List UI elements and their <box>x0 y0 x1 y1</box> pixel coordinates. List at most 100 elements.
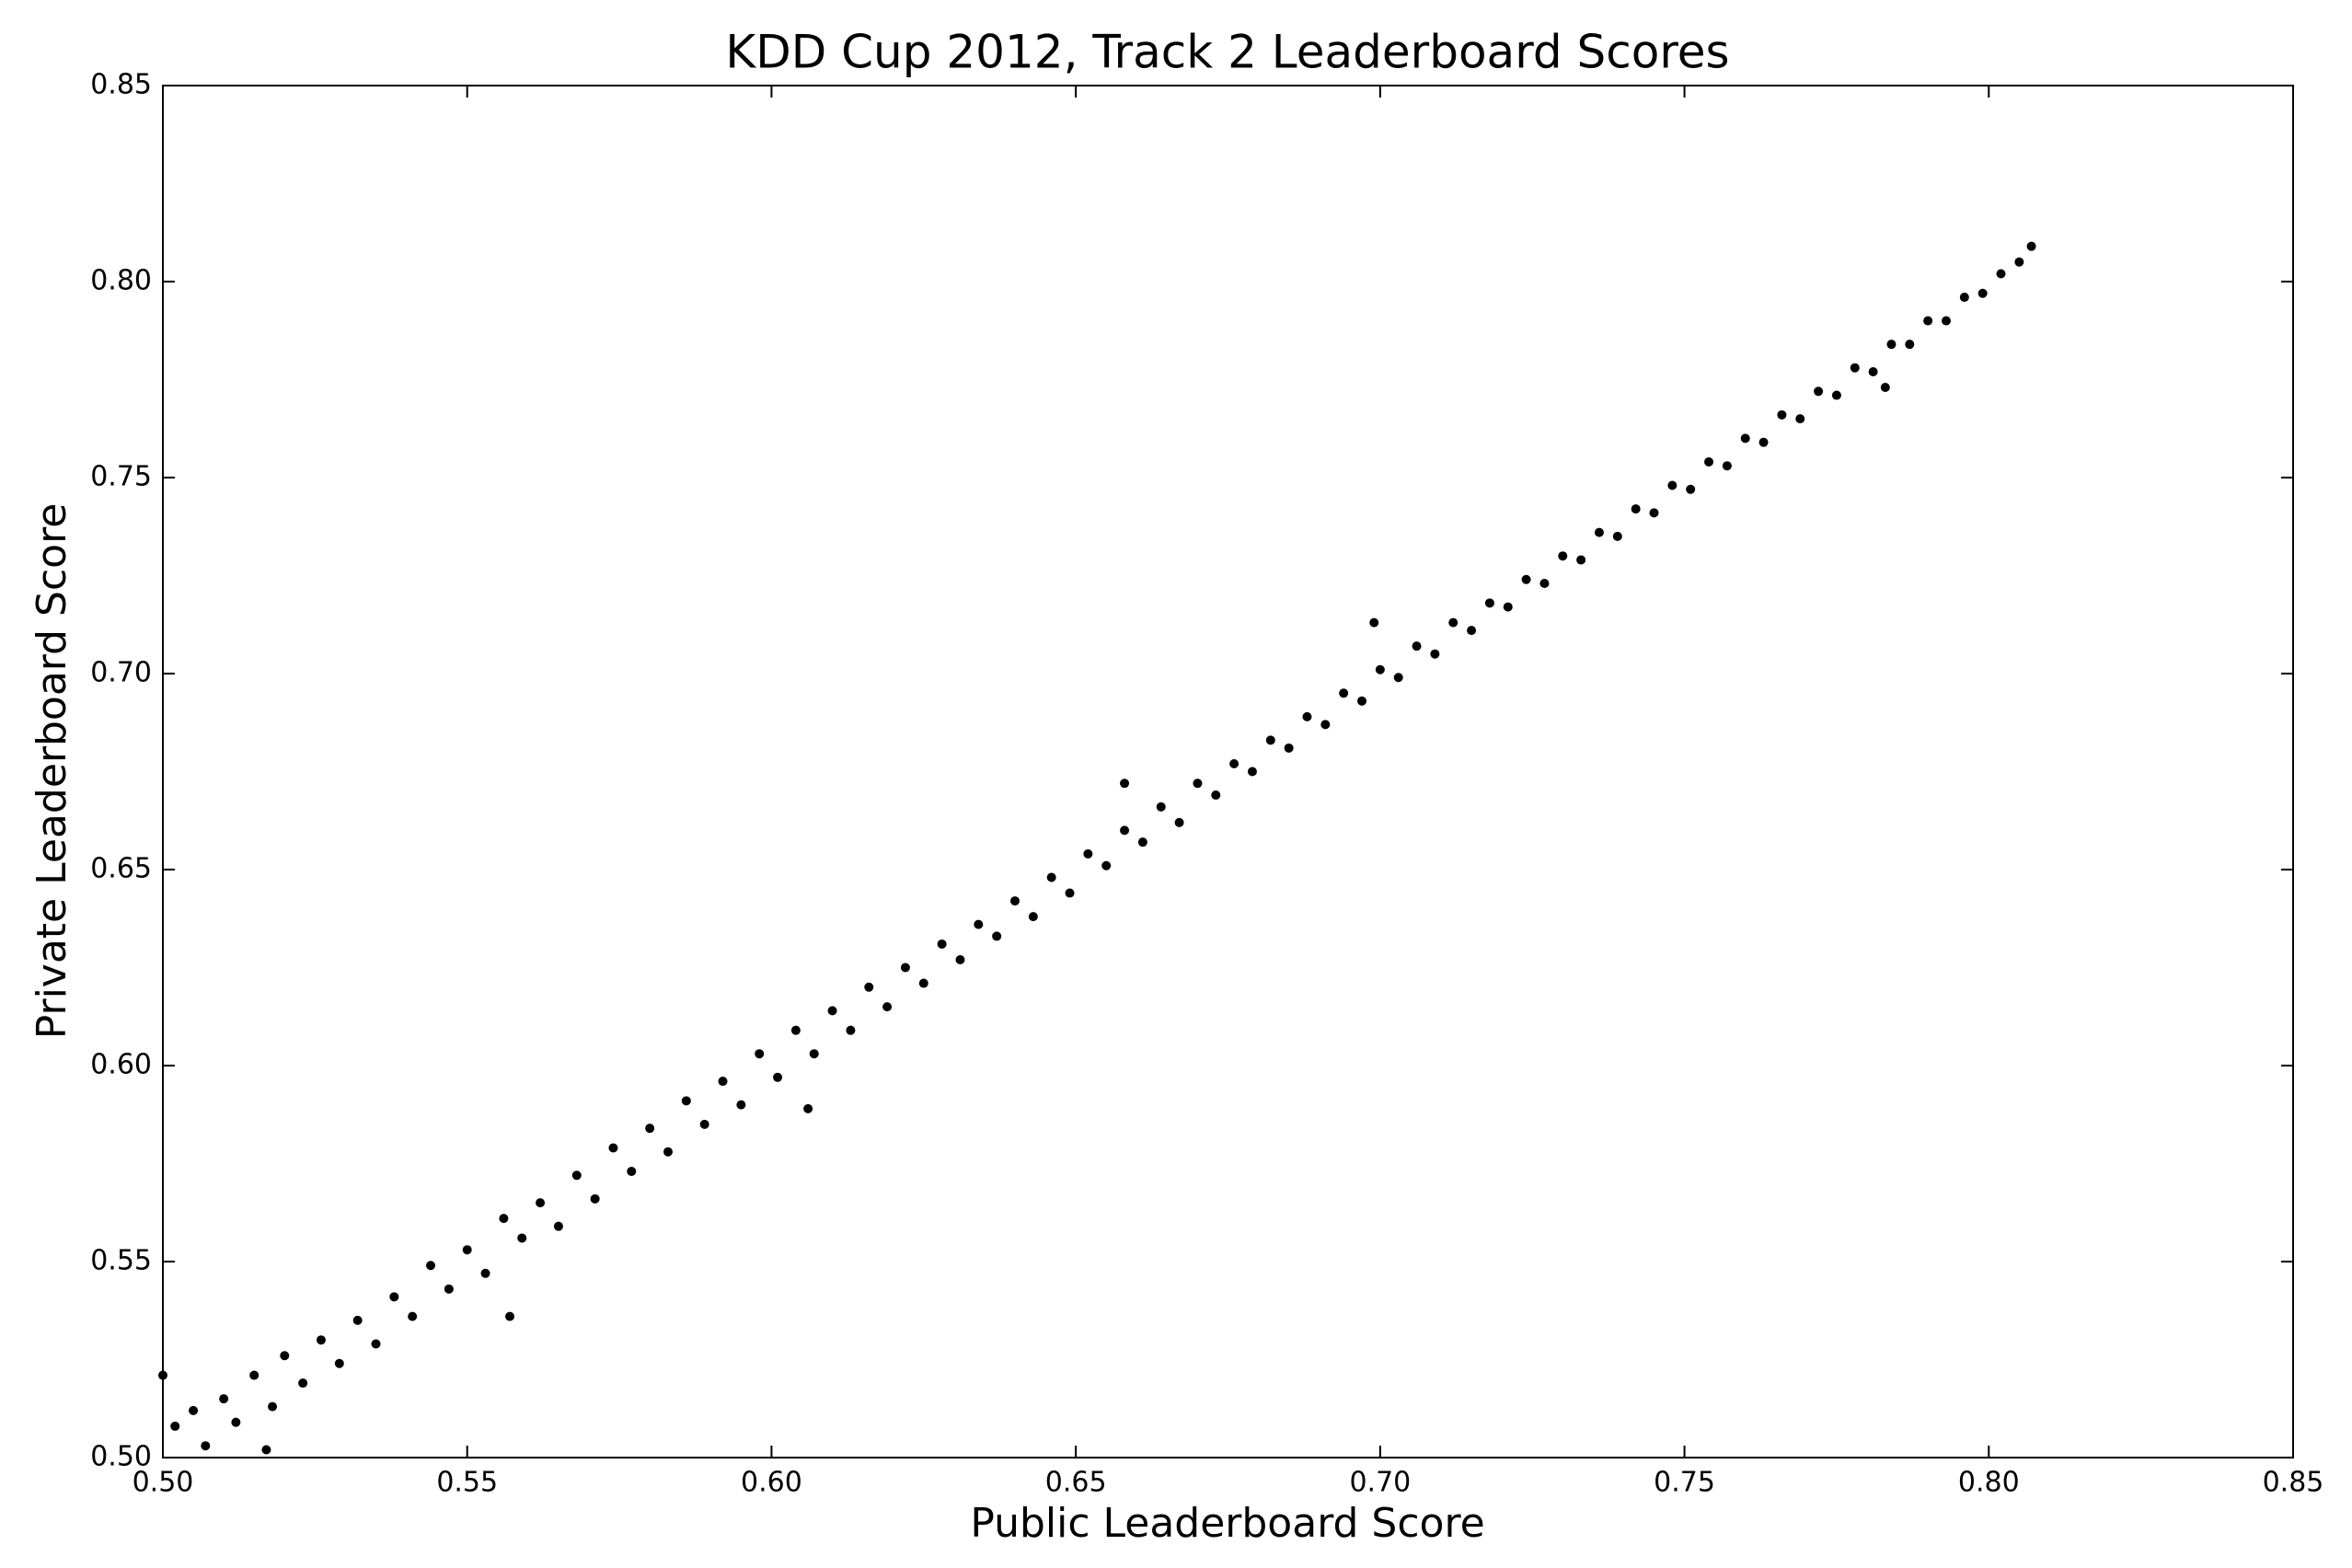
chart-title: KDD Cup 2012, Track 2 Leaderboard Scores <box>725 26 1729 79</box>
scatter-point <box>1795 414 1805 424</box>
scatter-point <box>1704 456 1714 467</box>
x-tick-label: 0.70 <box>1349 1467 1411 1499</box>
x-axis-label: Public Leaderboard Score <box>970 1500 1484 1547</box>
scatter-point <box>352 1315 363 1325</box>
scatter-point <box>201 1441 211 1451</box>
scatter-point <box>773 1072 783 1082</box>
scatter-point <box>1357 696 1367 706</box>
scatter-point <box>627 1167 637 1177</box>
scatter-point <box>1101 860 1112 870</box>
scatter-point <box>1831 390 1841 400</box>
scatter-point <box>571 1170 582 1181</box>
scatter-point <box>268 1401 278 1412</box>
scatter-point <box>1046 872 1056 882</box>
scatter-point <box>1649 508 1659 518</box>
x-tick-label: 0.75 <box>1654 1467 1715 1499</box>
scatter-point <box>1814 386 1824 397</box>
y-tick-label: 0.85 <box>90 69 152 101</box>
scatter-point <box>231 1417 241 1427</box>
scatter-point <box>645 1124 655 1134</box>
scatter-point <box>1174 817 1184 827</box>
scatter-point <box>298 1378 308 1389</box>
scatter-point <box>882 1002 893 1012</box>
scatter-point <box>974 919 984 929</box>
scatter-point <box>1503 602 1513 612</box>
y-tick-label: 0.60 <box>90 1049 152 1081</box>
y-tick-label: 0.80 <box>90 265 152 297</box>
scatter-point <box>371 1339 381 1349</box>
scatter-point <box>1977 288 1988 298</box>
scatter-point <box>1612 531 1622 541</box>
scatter-point <box>1120 778 1130 789</box>
scatter-point <box>1028 912 1038 922</box>
scatter-point <box>1576 555 1586 565</box>
scatter-point <box>1484 598 1494 608</box>
scatter-point <box>803 1103 813 1113</box>
scatter-point <box>408 1311 418 1321</box>
scatter-point <box>846 1025 856 1035</box>
scatter-point <box>426 1261 436 1271</box>
scatter-point <box>280 1351 290 1361</box>
scatter-point <box>1905 340 1915 350</box>
x-tick-label: 0.80 <box>1958 1467 2020 1499</box>
scatter-point <box>1886 340 1897 350</box>
y-tick-label: 0.75 <box>90 461 152 493</box>
scatter-point <box>1412 641 1422 651</box>
scatter-point <box>1959 293 1969 303</box>
scatter-point <box>1375 664 1385 674</box>
scatter-point <box>1393 673 1403 683</box>
scatter-point <box>1631 504 1641 514</box>
scatter-point <box>937 939 947 949</box>
scatter-point <box>499 1214 509 1224</box>
scatter-point <box>590 1193 600 1204</box>
scatter-point <box>864 982 874 992</box>
scatter-point <box>663 1147 673 1157</box>
scatter-point <box>955 954 965 964</box>
scatter-point <box>462 1245 472 1255</box>
scatter-point <box>444 1284 454 1294</box>
scatter-point <box>1594 527 1604 537</box>
scatter-point <box>1558 551 1568 561</box>
plot-frame <box>162 85 2294 1458</box>
scatter-point <box>505 1311 515 1321</box>
scatter-point <box>316 1335 326 1345</box>
x-tick-label: 0.50 <box>133 1467 194 1499</box>
scatter-point <box>2014 257 2024 267</box>
scatter-point <box>1369 617 1379 628</box>
scatter-point <box>1430 649 1440 659</box>
scatter-point <box>480 1268 490 1278</box>
scatter-point <box>827 1006 837 1016</box>
y-axis-label: Private Leaderboard Score <box>29 503 75 1040</box>
scatter-point <box>1247 767 1257 777</box>
scatter-point <box>1722 461 1732 471</box>
scatter-point <box>1868 366 1878 376</box>
scatter-point <box>1137 837 1147 847</box>
scatter-point <box>170 1421 180 1431</box>
scatter-point <box>699 1119 709 1129</box>
scatter-point <box>718 1077 728 1087</box>
y-tick-label: 0.70 <box>90 657 152 689</box>
scatter-point <box>809 1049 819 1059</box>
scatter-point <box>790 1025 801 1035</box>
scatter-point <box>1265 735 1275 745</box>
scatter-point <box>1302 711 1312 721</box>
scatter-point <box>2026 241 2036 251</box>
y-tick-label: 0.65 <box>90 853 152 885</box>
scatter-point <box>1850 363 1860 373</box>
scatter-point <box>1448 617 1458 628</box>
scatter-point <box>1120 825 1130 836</box>
scatter-point <box>755 1049 765 1059</box>
scatter-point <box>1065 888 1075 898</box>
x-tick-label: 0.60 <box>741 1467 802 1499</box>
scatter-point <box>1539 579 1550 589</box>
scatter-point <box>553 1221 563 1231</box>
scatter-point <box>1686 484 1696 494</box>
scatter-point <box>1758 437 1769 447</box>
scatter-point <box>1667 480 1678 490</box>
scatter-point <box>1284 743 1294 753</box>
scatter-point <box>219 1394 229 1404</box>
scatter-point <box>681 1096 691 1106</box>
scatter-point <box>1320 720 1331 730</box>
scatter-point <box>334 1358 344 1368</box>
